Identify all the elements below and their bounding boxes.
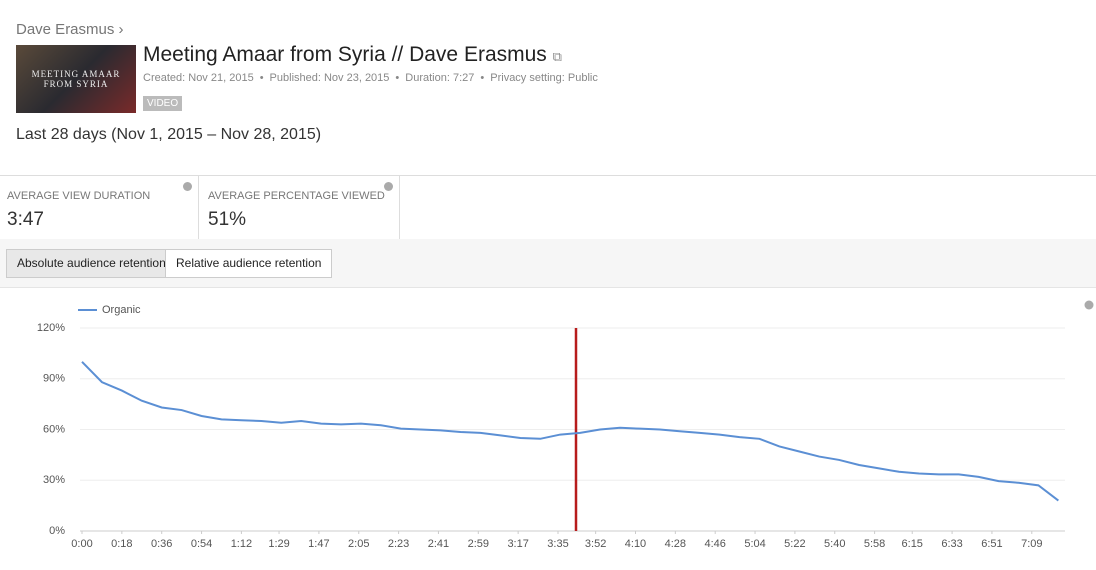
help-icon[interactable]	[1084, 300, 1094, 310]
metric-label: AVERAGE VIEW DURATION	[7, 190, 151, 202]
x-tick-label: 3:35	[547, 538, 568, 550]
title-text[interactable]: Meeting Amaar from Syria // Dave Erasmus	[143, 43, 547, 66]
thumbnail-text: MEETING AMAAR	[31, 69, 121, 79]
x-tick-label: 0:36	[151, 538, 172, 550]
meta-item: Privacy setting: Public	[474, 72, 597, 84]
series-line	[81, 361, 1059, 502]
x-tick-label: 5:58	[864, 538, 885, 550]
meta-item: Created: Nov 21, 2015	[143, 72, 254, 84]
thumbnail-text: FROM SYRIA	[43, 79, 109, 89]
metric-label: AVERAGE PERCENTAGE VIEWED	[208, 190, 385, 202]
x-tick-label: 4:10	[625, 538, 646, 550]
y-tick-label: 90%	[43, 373, 65, 385]
chart: 0% 30% 60% 90% 120% 0:00 0:18 0:36 0:54 1:12 1:29 1…	[37, 300, 1094, 550]
video-title[interactable]: Meeting Amaar from Syria // Dave Erasmus…	[143, 43, 562, 67]
x-tick-label: 6:15	[902, 538, 923, 550]
x-tick-label: 6:51	[981, 538, 1002, 550]
metrics: AVERAGE VIEW DURATION 3:47 AVERAGE PERCEN…	[0, 175, 1096, 240]
legend-label: Organic	[102, 304, 141, 316]
x-tick-label: 3:17	[507, 538, 528, 550]
x-tick-label: 1:47	[308, 538, 329, 550]
x-tick-label: 5:22	[784, 538, 805, 550]
tabs: Absolute audience retention Relative aud…	[0, 239, 1096, 288]
x-tick-label: 0:18	[111, 538, 132, 550]
x-tick-label: 2:41	[428, 538, 449, 550]
thumbnail[interactable]: MEETING AMAAR FROM SYRIA	[16, 45, 136, 113]
x-tick-label: 1:12	[231, 538, 252, 550]
metric: AVERAGE VIEW DURATION 3:47	[0, 176, 199, 239]
x-tick-label: 0:00	[71, 538, 92, 550]
x-tick-label: 2:05	[348, 538, 369, 550]
x-tick-label: 3:52	[585, 538, 606, 550]
meta-item: Duration: 7:27	[389, 72, 474, 84]
metric-value: 51%	[208, 209, 247, 230]
y-tick-label: 30%	[43, 474, 65, 486]
x-tick-label: 1:29	[268, 538, 289, 550]
period: Last 28 days (Nov 1, 2015 – Nov 28, 2015…	[16, 126, 322, 143]
y-tick-label: 60%	[43, 423, 65, 435]
x-tick-label: 2:59	[468, 538, 489, 550]
y-tick-label: 0%	[49, 525, 65, 537]
x-tick-label: 0:54	[191, 538, 212, 550]
meta-item: Published: Nov 23, 2015	[254, 72, 390, 84]
help-icon[interactable]	[183, 182, 192, 191]
badge: VIDEO	[143, 96, 183, 111]
breadcrumb[interactable]: Dave Erasmus ›	[16, 21, 124, 38]
help-icon[interactable]	[384, 182, 393, 191]
x-tick-label: 7:09	[1021, 538, 1042, 550]
tab[interactable]: Relative audience retention	[165, 249, 333, 278]
external-icon[interactable]: ⧉	[552, 49, 562, 64]
video-meta: Created: Nov 21, 2015Published: Nov 23, …	[143, 72, 598, 84]
x-tick-label: 5:40	[824, 538, 845, 550]
x-tick-label: 4:46	[704, 538, 725, 550]
metric-value: 3:47	[7, 209, 44, 230]
x-tick-label: 6:33	[941, 538, 962, 550]
y-tick-label: 120%	[37, 322, 65, 334]
x-tick-label: 4:28	[665, 538, 686, 550]
x-tick-label: 2:23	[388, 538, 409, 550]
x-tick-label: 5:04	[744, 538, 765, 550]
metric: AVERAGE PERCENTAGE VIEWED 51%	[201, 176, 400, 239]
tab[interactable]: Absolute audience retention	[6, 249, 177, 278]
